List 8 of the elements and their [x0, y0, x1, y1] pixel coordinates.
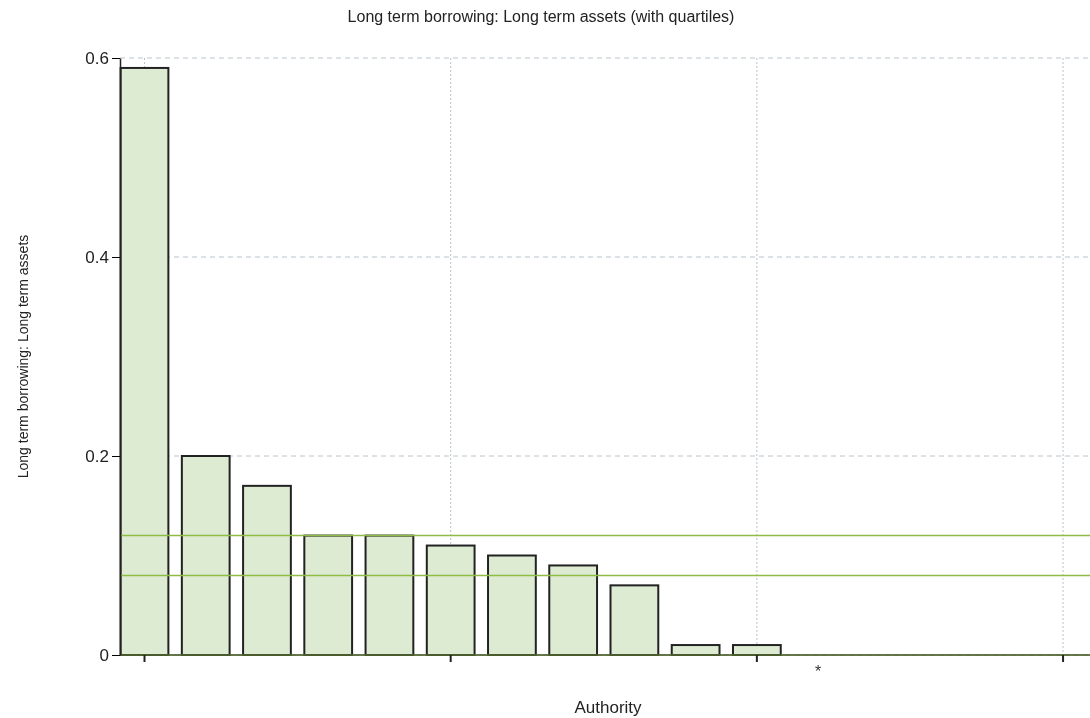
y-tick-label: 0.2: [85, 446, 109, 466]
x-tick-label: *: [814, 663, 822, 680]
y-tick-label: 0.6: [85, 48, 109, 68]
y-tick-label: 0.4: [85, 247, 109, 267]
y-tick-label: 0: [99, 645, 109, 665]
chart-title: Long term borrowing: Long term assets (with quartiles): [347, 8, 735, 25]
x-axis-title: Authority: [574, 698, 643, 717]
y-axis-title: Long term borrowing: Long term assets: [15, 234, 31, 479]
